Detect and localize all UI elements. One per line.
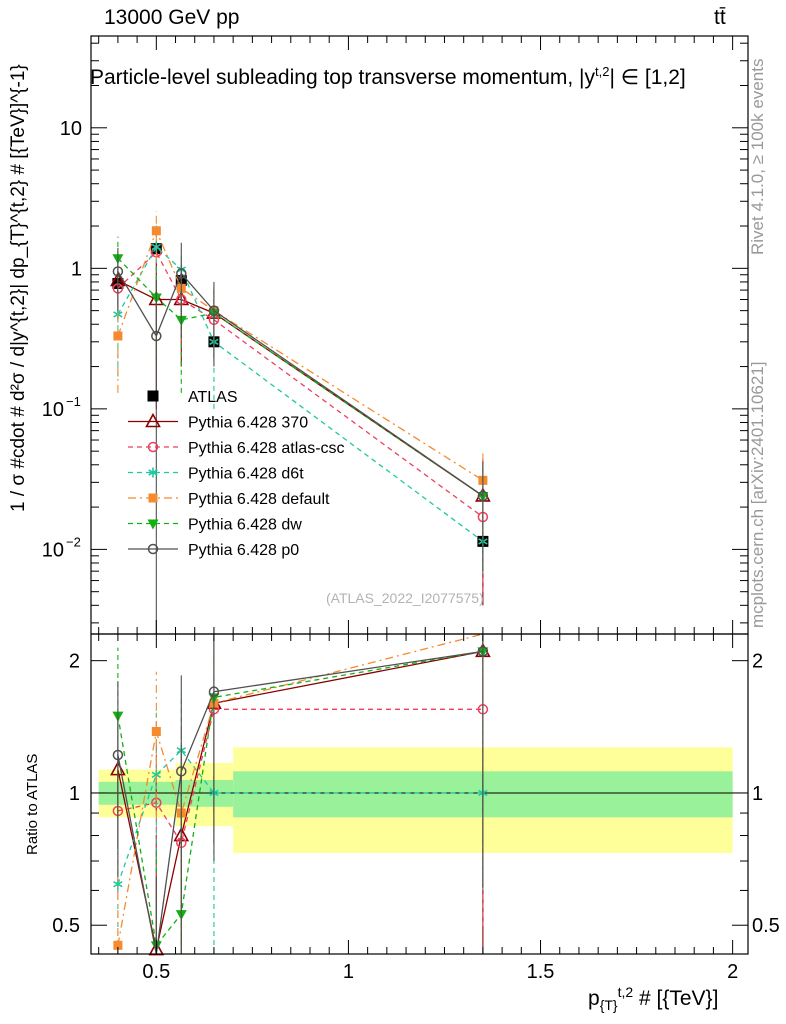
title-suffix: | ∈ [1,2] [609, 66, 686, 89]
series-line [117, 257, 484, 497]
star-stroke [113, 880, 123, 888]
series-line [117, 279, 484, 497]
title-text: Particle-level subleading top transverse… [90, 66, 596, 89]
mcplots-label: mcplots.cern.ch [arXiv:2401.10621] [748, 361, 767, 628]
title-superscript: t,2 [595, 64, 610, 79]
x-axis-label: p{T}t,2 # [{TeV}] [588, 984, 718, 1013]
data-point [151, 330, 162, 342]
data-point [208, 305, 220, 316]
y-tick-label: 10 [60, 118, 82, 140]
legend-entry: Pythia 6.428 d6t [128, 466, 304, 483]
legend-marker [147, 441, 159, 453]
y-tick-label: 1 [71, 258, 82, 280]
y-tick-label: 10 [42, 399, 64, 421]
ratio-tick-label-right: 2 [752, 651, 763, 673]
energy-label: 13000 GeV pp [104, 6, 240, 29]
x-tick-label: 1.5 [527, 961, 555, 983]
legend-label: Pythia 6.428 atlas-csc [188, 440, 345, 457]
legend-entry: ATLAS [147, 389, 238, 406]
ratio-y-axis-label: Ratio to ATLAS [24, 753, 41, 855]
legend-entry: Pythia 6.428 default [128, 491, 330, 508]
legend-marker [147, 543, 159, 555]
ratio-frame [90, 633, 749, 955]
legend-label: ATLAS [188, 389, 238, 406]
ratio-point [113, 940, 123, 950]
rivet-label: Rivet 4.1.0, ≥ 100k events [748, 58, 767, 255]
watermark: (ATLAS_2022_I2077575) [326, 590, 484, 606]
legend-entry: Pythia 6.428 p0 [128, 542, 299, 559]
star-stroke [151, 771, 162, 778]
ratio-tick-label: 2 [69, 651, 80, 673]
x-label-text: p [588, 987, 600, 1010]
process-label: tt̄ [714, 6, 726, 29]
series-layer [110, 211, 491, 956]
legend-label: Pythia 6.428 default [188, 491, 330, 508]
legend-label: Pythia 6.428 d6t [188, 466, 304, 483]
ratio-tick-label: 0.5 [52, 915, 80, 937]
x-label-subscript: {T} [599, 997, 618, 1014]
y-tick-exponent: −2 [66, 534, 81, 549]
legend-label: Pythia 6.428 p0 [188, 542, 299, 559]
legend-entry: Pythia 6.428 370 [128, 412, 308, 432]
legend-label: Pythia 6.428 370 [188, 415, 308, 432]
legend-marker [147, 390, 159, 402]
ratio-point [151, 726, 161, 736]
x-tick-label: 2 [727, 961, 738, 983]
legend-entry: Pythia 6.428 dw [128, 517, 302, 534]
legend-entry: Pythia 6.428 atlas-csc [128, 440, 345, 457]
x-tick-label: 1 [343, 961, 354, 983]
ratio-tick-label-right: 0.5 [752, 915, 780, 937]
legend-marker [148, 467, 158, 478]
ratio-point [112, 749, 124, 761]
series-line [117, 251, 484, 518]
y-tick-label: 10 [42, 539, 64, 561]
data-point [151, 226, 161, 236]
ratio-tick-label: 1 [69, 783, 80, 805]
chart-title: Particle-level subleading top transverse… [90, 64, 686, 90]
ratio-point [477, 646, 489, 657]
data-point [113, 331, 123, 341]
legend-marker [148, 493, 158, 503]
data-point [477, 490, 489, 502]
ratio-point [148, 940, 165, 956]
data-point [176, 268, 187, 279]
ratio-point [208, 686, 220, 697]
y-tick-exponent: −1 [66, 394, 81, 409]
x-label-superscript: t,2 [617, 984, 634, 1000]
legend: ATLAS Pythia 6.428 370 Pythia 6.428 atlas-… [128, 389, 345, 559]
x-label-suffix: # [{TeV}] [633, 987, 719, 1010]
data-point [112, 266, 124, 277]
x-tick-label: 0.5 [142, 961, 170, 983]
legend-marker [147, 519, 159, 530]
star-stroke [148, 469, 158, 476]
y-axis-label: 1 / σ #cdot # d²σ / d|y^{t,2}| dp_{T}^{t… [8, 64, 29, 512]
ratio-line [117, 633, 484, 946]
legend-marker [145, 412, 161, 428]
ratio-point [176, 766, 187, 777]
legend-label: Pythia 6.428 dw [188, 517, 302, 534]
ratio-tick-label-right: 1 [752, 783, 763, 805]
